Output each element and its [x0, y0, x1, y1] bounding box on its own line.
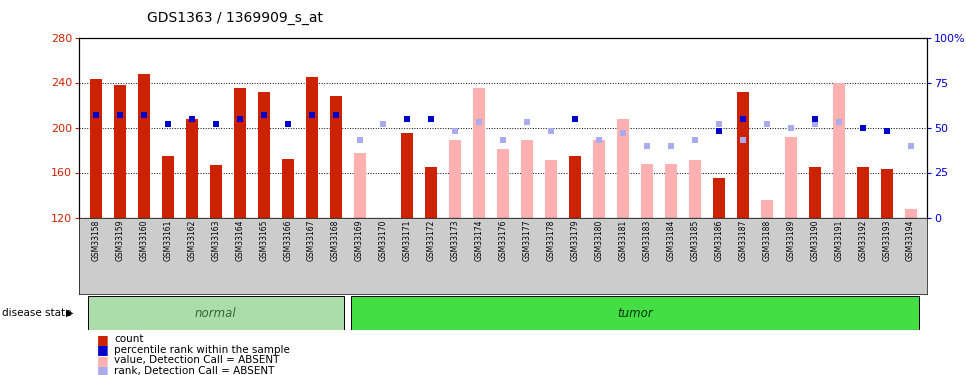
- Bar: [641, 164, 653, 218]
- Bar: [282, 159, 294, 218]
- Text: GSM33178: GSM33178: [547, 220, 555, 261]
- Text: GSM33159: GSM33159: [116, 220, 125, 261]
- Bar: [185, 118, 198, 218]
- Text: GSM33164: GSM33164: [236, 220, 244, 261]
- Bar: [234, 88, 245, 218]
- Text: GSM33179: GSM33179: [571, 220, 580, 261]
- Bar: [761, 200, 773, 217]
- Bar: [737, 92, 749, 218]
- Bar: [305, 77, 318, 218]
- Bar: [904, 209, 917, 218]
- Text: GSM33158: GSM33158: [92, 220, 100, 261]
- Text: GSM33173: GSM33173: [451, 220, 460, 261]
- Text: GSM33170: GSM33170: [379, 220, 388, 261]
- Text: tumor: tumor: [617, 307, 653, 320]
- Bar: [569, 156, 582, 218]
- Bar: [354, 153, 365, 218]
- Bar: [809, 167, 821, 218]
- Bar: [258, 92, 270, 218]
- Bar: [425, 167, 438, 218]
- Text: ■: ■: [97, 333, 108, 346]
- Text: GSM33181: GSM33181: [618, 220, 628, 261]
- Bar: [545, 160, 557, 218]
- Text: GSM33193: GSM33193: [882, 220, 891, 261]
- Text: GSM33176: GSM33176: [498, 220, 508, 261]
- Text: GSM33166: GSM33166: [283, 220, 292, 261]
- Text: count: count: [114, 334, 144, 344]
- Text: GSM33186: GSM33186: [715, 220, 724, 261]
- Bar: [114, 85, 126, 218]
- Bar: [210, 165, 222, 218]
- Text: GSM33171: GSM33171: [403, 220, 412, 261]
- Bar: [689, 160, 701, 218]
- Bar: [138, 74, 150, 217]
- Text: GSM33177: GSM33177: [523, 220, 531, 261]
- Text: GSM33165: GSM33165: [259, 220, 269, 261]
- Bar: [593, 140, 605, 218]
- Text: ■: ■: [97, 364, 108, 375]
- Text: GSM33185: GSM33185: [691, 220, 699, 261]
- Bar: [522, 140, 533, 218]
- Text: GSM33187: GSM33187: [738, 220, 748, 261]
- Text: GSM33162: GSM33162: [187, 220, 196, 261]
- Text: ■: ■: [97, 354, 108, 367]
- Text: GSM33184: GSM33184: [667, 220, 675, 261]
- Text: GSM33183: GSM33183: [642, 220, 651, 261]
- Bar: [881, 169, 893, 217]
- Text: GDS1363 / 1369909_s_at: GDS1363 / 1369909_s_at: [147, 11, 323, 25]
- Text: disease state: disease state: [2, 308, 71, 318]
- Bar: [833, 82, 844, 218]
- Text: percentile rank within the sample: percentile rank within the sample: [114, 345, 290, 355]
- Text: GSM33172: GSM33172: [427, 220, 436, 261]
- Bar: [665, 164, 677, 218]
- Text: value, Detection Call = ABSENT: value, Detection Call = ABSENT: [114, 356, 279, 365]
- Text: GSM33167: GSM33167: [307, 220, 316, 261]
- Text: GSM33163: GSM33163: [212, 220, 220, 261]
- Bar: [329, 96, 342, 218]
- Text: GSM33160: GSM33160: [139, 220, 149, 261]
- Text: GSM33194: GSM33194: [906, 220, 915, 261]
- Bar: [352, 296, 919, 330]
- Bar: [713, 178, 724, 218]
- Text: ▶: ▶: [66, 308, 73, 318]
- Text: GSM33161: GSM33161: [163, 220, 172, 261]
- Text: GSM33169: GSM33169: [355, 220, 364, 261]
- Bar: [857, 167, 868, 218]
- Bar: [88, 296, 344, 330]
- Bar: [784, 136, 797, 218]
- Bar: [90, 79, 102, 218]
- Text: GSM33190: GSM33190: [810, 220, 819, 261]
- Text: GSM33180: GSM33180: [595, 220, 604, 261]
- Text: GSM33189: GSM33189: [786, 220, 795, 261]
- Text: GSM33191: GSM33191: [835, 220, 843, 261]
- Text: GSM33188: GSM33188: [762, 220, 771, 261]
- Bar: [497, 149, 509, 217]
- Bar: [449, 140, 462, 218]
- Text: rank, Detection Call = ABSENT: rank, Detection Call = ABSENT: [114, 366, 274, 375]
- Text: GSM33168: GSM33168: [331, 220, 340, 261]
- Text: GSM33174: GSM33174: [475, 220, 484, 261]
- Bar: [402, 133, 413, 218]
- Text: GSM33192: GSM33192: [858, 220, 867, 261]
- Text: ■: ■: [97, 344, 108, 356]
- Text: normal: normal: [195, 307, 237, 320]
- Bar: [162, 156, 174, 218]
- Bar: [473, 88, 485, 218]
- Bar: [617, 118, 629, 218]
